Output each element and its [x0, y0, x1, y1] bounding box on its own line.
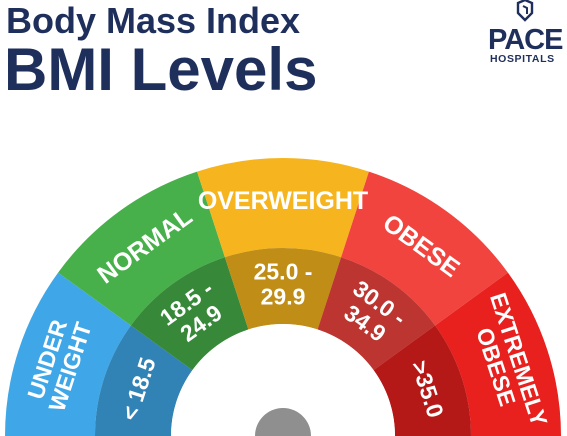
segment-underweight-range-band	[95, 325, 193, 436]
gauge-hub	[255, 408, 311, 436]
page-title: BMI Levels	[4, 36, 318, 103]
segment-normal-range-band	[130, 257, 249, 371]
range-band-shade	[130, 257, 249, 371]
category-label-underweight: UNDERWEIGHT	[21, 312, 97, 415]
logo-subtitle: HOSPITALS	[490, 53, 555, 65]
segment-overweight	[197, 157, 369, 258]
range-label-overweight: 25.0 -29.9	[254, 259, 313, 310]
range-band-shade	[373, 325, 471, 436]
segment-normal	[58, 171, 225, 326]
range-band-shade	[224, 248, 342, 330]
segment-underweight	[5, 272, 131, 436]
segment-extremely-obese-range-band	[373, 325, 471, 436]
category-label-overweight: OVERWEIGHT	[198, 187, 368, 215]
range-label-normal: 18.5 -24.9	[155, 275, 233, 351]
segment-overweight-range-band	[224, 248, 342, 330]
range-band-shade	[95, 325, 193, 436]
range-band-shade	[317, 257, 436, 371]
gauge-hub-ring	[171, 324, 395, 436]
title-line-1: Body Mass Index	[6, 0, 301, 41]
logo-mark-icon	[516, 0, 534, 22]
segment-obese	[341, 171, 508, 326]
segment-extremely-obese	[435, 272, 561, 436]
segment-obese-range-band	[317, 257, 436, 371]
hospital-logo: PACE HOSPITALS	[488, 0, 567, 70]
logo-name: PACE	[488, 24, 563, 56]
